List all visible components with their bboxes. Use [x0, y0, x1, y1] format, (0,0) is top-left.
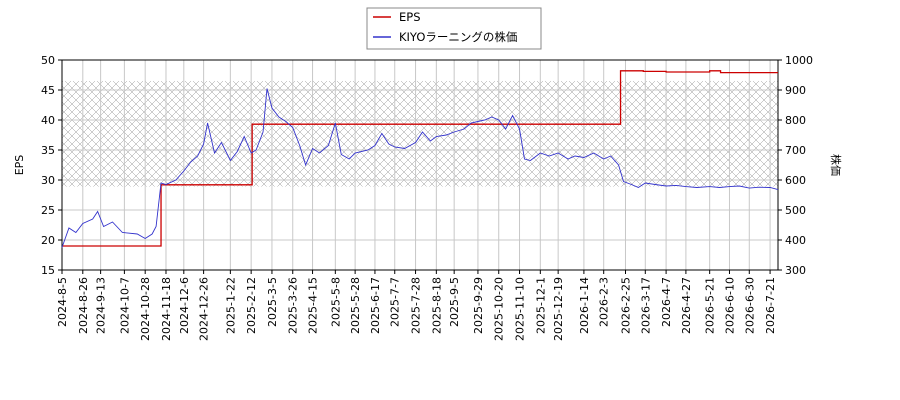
- x-tick-label: 2024-9-13: [95, 277, 108, 334]
- right-tick-label: 600: [785, 174, 806, 187]
- x-tick-label: 2024-11-18: [160, 277, 173, 341]
- legend-price-label: KIYOラーニングの株価: [399, 30, 517, 44]
- x-tick-label: 2024-8-26: [77, 277, 90, 334]
- legend-eps-label: EPS: [399, 10, 421, 24]
- x-tick-label: 2026-1-14: [578, 277, 591, 334]
- x-tick-label: 2026-2-25: [619, 277, 632, 334]
- x-tick-label: 2025-10-20: [493, 277, 506, 341]
- x-tick-label: 2025-3-5: [266, 277, 279, 327]
- left-axis-label: EPS: [13, 155, 26, 176]
- x-tick-label: 2025-5-28: [349, 277, 362, 334]
- x-tick-label: 2025-11-10: [514, 277, 527, 341]
- x-tick-label: 2024-12-26: [198, 277, 211, 341]
- left-tick-label: 30: [41, 174, 55, 187]
- x-tick-label: 2026-6-30: [743, 277, 756, 334]
- left-tick-label: 20: [41, 234, 55, 247]
- x-tick-label: 2025-12-1: [534, 277, 547, 334]
- x-tick-label: 2026-4-7: [660, 277, 673, 327]
- x-tick-label: 2025-12-19: [552, 277, 565, 341]
- x-tick-label: 2026-2-3: [598, 277, 611, 327]
- x-tick-label: 2026-6-10: [723, 277, 736, 334]
- right-tick-label: 900: [785, 84, 806, 97]
- x-tick-label: 2024-12-6: [178, 277, 191, 334]
- x-tick-label: 2025-9-5: [448, 277, 461, 327]
- x-tick-label: 2024-8-5: [56, 277, 69, 327]
- right-tick-label: 700: [785, 144, 806, 157]
- x-tick-label: 2025-5-8: [329, 277, 342, 327]
- x-tick-label: 2026-7-21: [764, 277, 777, 334]
- x-tick-label: 2024-10-28: [139, 277, 152, 341]
- right-tick-label: 400: [785, 234, 806, 247]
- x-tick-label: 2025-7-28: [410, 277, 423, 334]
- legend: EPS KIYOラーニングの株価: [366, 7, 542, 50]
- plot-frame: [61, 59, 779, 271]
- x-tick-label: 2025-3-26: [287, 277, 300, 334]
- right-tick-label: 500: [785, 204, 806, 217]
- x-tick-label: 2026-3-17: [639, 277, 652, 334]
- right-axis-label: 株価: [829, 154, 843, 176]
- x-tick-label: 2025-6-17: [369, 277, 382, 334]
- stock-price-line: [61, 88, 779, 248]
- x-tick-label: 2024-10-7: [118, 277, 131, 334]
- right-tick-label: 800: [785, 114, 806, 127]
- legend-box: [366, 7, 542, 50]
- x-tick-label: 2026-5-21: [704, 277, 717, 334]
- left-tick-label: 35: [41, 144, 55, 157]
- x-tick-label: 2026-4-27: [680, 277, 693, 334]
- x-tick-label: 2025-7-7: [389, 277, 402, 327]
- x-tick-label: 2025-4-15: [307, 277, 320, 334]
- hatched-range-band: [62, 81, 778, 187]
- x-tick-label: 2025-1-22: [224, 277, 237, 334]
- left-tick-label: 25: [41, 204, 55, 217]
- left-tick-label: 45: [41, 84, 55, 97]
- left-tick-label: 15: [41, 264, 55, 277]
- left-tick-label: 40: [41, 114, 55, 127]
- right-tick-label: 300: [785, 264, 806, 277]
- x-tick-label: 2025-2-12: [245, 277, 258, 334]
- x-tick-label: 2025-9-29: [472, 277, 485, 334]
- right-tick-label: 1000: [785, 54, 813, 67]
- left-tick-label: 50: [41, 54, 55, 67]
- x-tick-label: 2025-8-18: [430, 277, 443, 334]
